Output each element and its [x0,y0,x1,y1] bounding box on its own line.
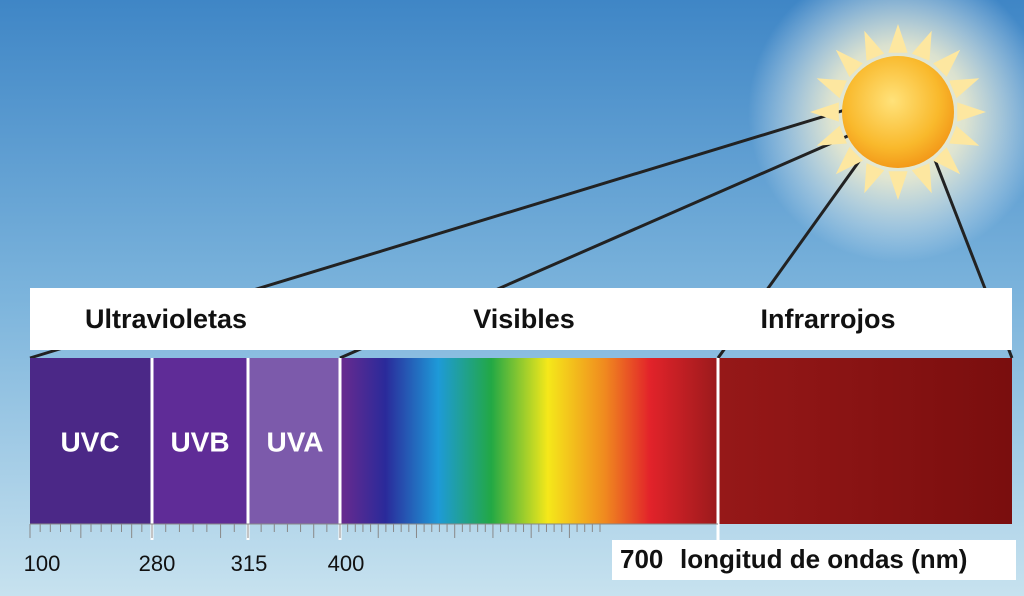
band-label: UVC [60,426,119,457]
sun-spike [864,163,885,194]
header-bar [30,288,1012,350]
group-label: Ultravioletas [85,304,247,334]
band-label: UVB [170,426,229,457]
band-infrared [718,358,1012,524]
band-dividers [150,358,720,540]
tick-label: 315 [231,551,268,576]
sun-spike [911,163,932,194]
sun-spike [816,78,847,99]
sun-spike [933,49,961,77]
sun-spike [911,30,932,61]
sun-spike [835,49,863,77]
axis-label-box [612,540,1016,580]
band-label: UVA [266,426,323,457]
tick-label: 700 [620,544,663,574]
sun-spike [816,125,847,146]
band-uvc [30,358,152,524]
sun-spike [933,147,961,175]
sun-spikes [810,24,986,200]
sun-spike [835,147,863,175]
band-uva [248,358,340,524]
sun-spike [949,125,980,146]
tick-label: 280 [139,551,176,576]
sun-spike [810,102,839,122]
sun-spike [957,102,986,122]
sun-spike [949,78,980,99]
tick-label: 100 [24,551,61,576]
band-visible [340,358,718,524]
minor-ticks [29,524,601,538]
sun-spike [888,24,908,53]
axis-label: longitud de ondas (nm) [680,544,967,574]
group-label: Visibles [473,304,575,334]
sun-spike [864,30,885,61]
tick-label: 400 [328,551,365,576]
group-label: Infrarrojos [760,304,895,334]
sun [842,56,954,168]
sun-spike [888,171,908,200]
band-uvb [152,358,248,524]
